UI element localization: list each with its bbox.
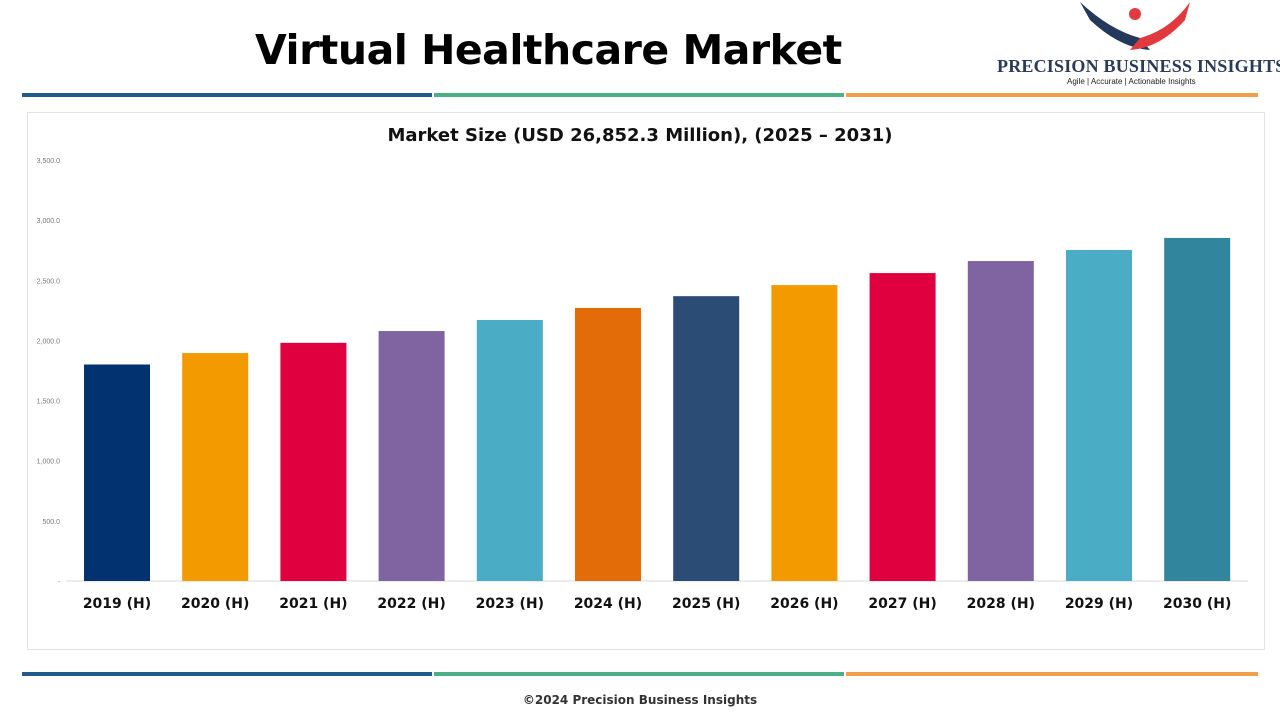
x-tick-label: 2026 (H) <box>770 596 838 612</box>
bar-2024 <box>575 307 641 581</box>
x-tick-label: 2021 (H) <box>279 596 347 612</box>
bar-2029 <box>1066 249 1132 582</box>
header-divider-orange <box>846 93 1258 97</box>
bar-2019 <box>84 364 150 581</box>
x-tick-label: 2022 (H) <box>377 596 445 612</box>
bar-2027 <box>869 273 936 581</box>
header-divider-green <box>434 93 844 97</box>
footer-divider-blue <box>22 672 432 676</box>
bar-2020 <box>182 353 249 581</box>
y-tick-label: 3,500.0 <box>37 158 60 165</box>
y-tick-label: 2,500.0 <box>37 278 60 285</box>
x-tick-label: 2029 (H) <box>1065 596 1133 612</box>
company-logo <box>990 0 1280 92</box>
x-tick-label: 2025 (H) <box>672 596 740 612</box>
bar-2026 <box>771 285 838 581</box>
x-tick-label: 2020 (H) <box>181 596 249 612</box>
logo-brand-text: PRECISION BUSINESS INSIGHTS <box>997 56 1280 76</box>
y-tick-label: 1,500.0 <box>37 399 60 406</box>
bar-2023 <box>476 319 543 581</box>
y-tick-label: 500.0 <box>42 519 60 526</box>
y-tick-label: 3,000.0 <box>37 218 60 225</box>
bar-2021 <box>280 342 347 581</box>
x-tick-label: 2030 (H) <box>1163 596 1231 612</box>
footer-divider-orange <box>846 672 1258 676</box>
bar-2022 <box>378 331 445 581</box>
y-tick-label: - <box>58 579 61 586</box>
x-tick-label: 2028 (H) <box>967 596 1035 612</box>
eagle-logo-icon <box>1080 2 1190 50</box>
bar-2030 <box>1164 237 1231 582</box>
chart-panel <box>27 112 1265 650</box>
header-divider-blue <box>22 93 432 97</box>
x-tick-label: 2027 (H) <box>868 596 936 612</box>
logo-tagline: Agile | Accurate | Actionable Insights <box>1067 77 1196 86</box>
footer-divider-green <box>434 672 844 676</box>
bar-2028 <box>967 261 1034 581</box>
page-title: Virtual Healthcare Market <box>255 26 842 74</box>
x-tick-label: 2023 (H) <box>476 596 544 612</box>
y-tick-label: 2,000.0 <box>37 338 60 345</box>
x-tick-label: 2019 (H) <box>83 596 151 612</box>
footer-copyright: ©2024 Precision Business Insights <box>522 693 758 707</box>
chart-title: Market Size (USD 26,852.3 Million), (202… <box>387 125 893 146</box>
x-tick-label: 2024 (H) <box>574 596 642 612</box>
bar-2025 <box>673 296 740 581</box>
y-tick-label: 1,000.0 <box>37 459 60 466</box>
